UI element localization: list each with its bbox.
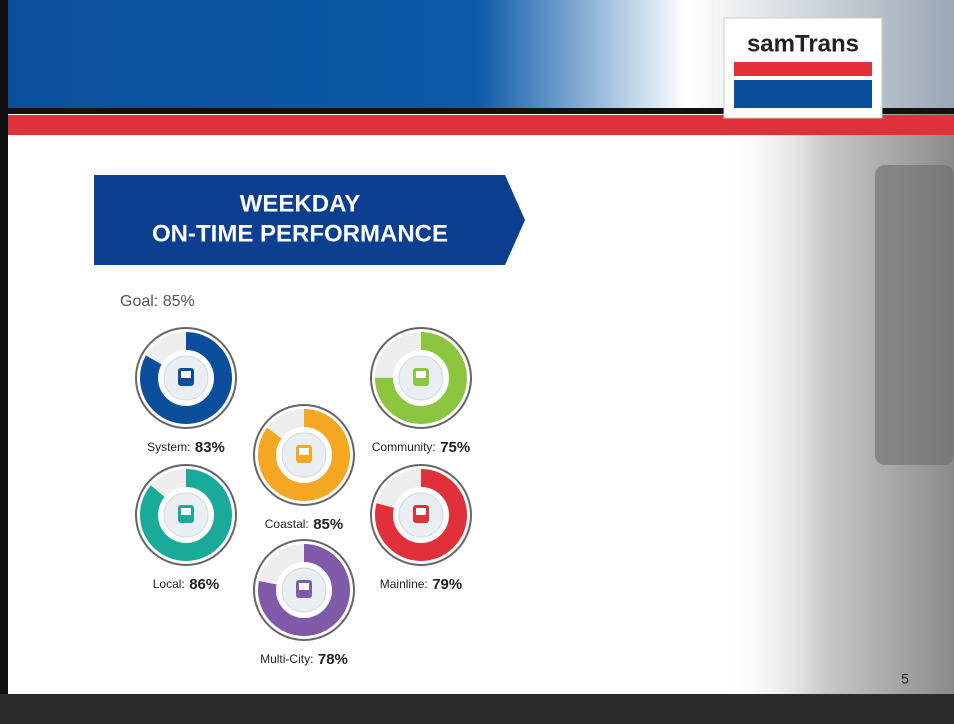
logo-red bbox=[734, 62, 872, 76]
gauge-label: System: 83% bbox=[147, 439, 225, 456]
footer bbox=[0, 694, 954, 724]
page-number: 5 bbox=[901, 671, 909, 687]
gauge-name: System: bbox=[147, 440, 190, 454]
gauge-label: Community: 75% bbox=[372, 439, 471, 456]
gauge-arc bbox=[140, 469, 232, 561]
gauge-label: Local: 86% bbox=[153, 576, 220, 593]
logo: samTrans bbox=[747, 30, 859, 57]
logo-blue bbox=[734, 80, 872, 108]
gauge-name: Community: bbox=[372, 440, 436, 454]
banner bbox=[94, 175, 525, 265]
gauge-arc bbox=[375, 332, 467, 424]
bus-window bbox=[299, 583, 309, 590]
goal: Goal: 85% bbox=[120, 293, 195, 310]
header-line bbox=[0, 108, 954, 114]
gauge-arc bbox=[375, 469, 467, 561]
gauge-name: Local: bbox=[153, 577, 185, 591]
gauge-name: Coastal: bbox=[265, 517, 309, 531]
gauge-value: 75% bbox=[440, 439, 470, 456]
gauge-label: Coastal: 85% bbox=[265, 516, 344, 533]
gauge-value: 86% bbox=[189, 576, 219, 593]
banner-line: WEEKDAY bbox=[240, 190, 360, 217]
gauge-arc bbox=[140, 332, 232, 424]
red-band bbox=[0, 115, 954, 135]
gauge-arc bbox=[258, 544, 350, 636]
banner-line: ON-TIME PERFORMANCE bbox=[152, 220, 448, 247]
gauge-name: Mainline: bbox=[380, 577, 428, 591]
gauge-value: 79% bbox=[432, 576, 462, 593]
gauge-label: Mainline: 79% bbox=[380, 576, 463, 593]
bus-window bbox=[299, 448, 309, 455]
gauge-label: Multi-City: 78% bbox=[260, 651, 348, 668]
gauge-arc bbox=[258, 409, 350, 501]
gauge-value: 85% bbox=[313, 516, 343, 533]
gauge-value: 83% bbox=[195, 439, 225, 456]
bus-window bbox=[416, 371, 426, 378]
bus-window bbox=[181, 371, 191, 378]
left-border bbox=[0, 0, 8, 724]
bus-shape bbox=[875, 165, 954, 465]
bus-window bbox=[181, 508, 191, 515]
gauge-value: 78% bbox=[318, 651, 348, 668]
bus-window bbox=[416, 508, 426, 515]
gauge-name: Multi-City: bbox=[260, 652, 313, 666]
